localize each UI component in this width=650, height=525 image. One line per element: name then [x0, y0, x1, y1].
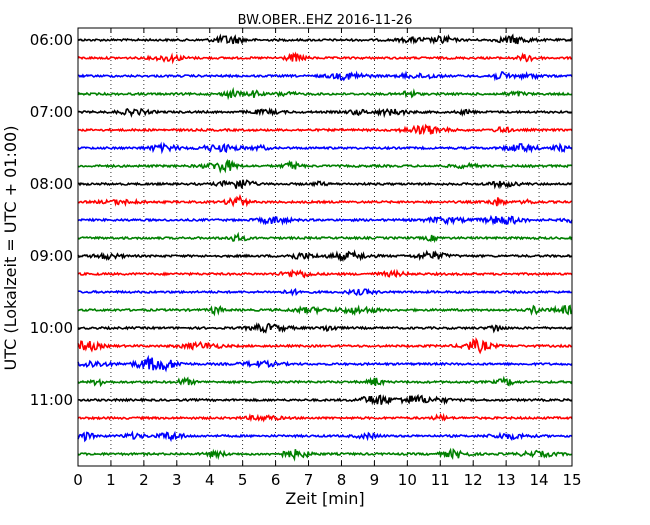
trace-line — [77, 249, 573, 263]
trace-line — [77, 123, 573, 136]
trace-line — [77, 231, 573, 244]
x-tick-label: 6 — [271, 471, 281, 489]
trace-line — [77, 158, 573, 174]
trace-line — [77, 268, 573, 279]
chart-title: BW.OBER..EHZ 2016-11-26 — [238, 13, 413, 28]
x-tick-label: 0 — [73, 471, 83, 489]
trace-line — [77, 193, 573, 208]
y-tick-label: 10:00 — [30, 319, 73, 337]
trace-line — [77, 430, 573, 443]
y-axis: 06:00 07:00 08:00 09:00 10:00 11:00 — [30, 31, 572, 409]
x-tick-label: 5 — [238, 471, 248, 489]
x-axis: 0 1 2 3 4 5 6 7 8 9 10 11 12 13 14 15 — [73, 28, 582, 489]
x-tick-label: 8 — [337, 471, 347, 489]
trace-line — [77, 70, 573, 82]
y-axis-label: UTC (Lokalzeit = UTC + 01:00) — [1, 126, 20, 371]
y-tick-label: 09:00 — [30, 247, 73, 265]
trace-line — [77, 287, 573, 297]
trace-line — [77, 33, 573, 45]
y-tick-label: 08:00 — [30, 175, 73, 193]
x-axis-label: Zeit [min] — [285, 489, 364, 508]
x-tick-label: 9 — [370, 471, 380, 489]
x-tick-label: 14 — [530, 471, 549, 489]
trace-line — [77, 412, 573, 423]
x-tick-label: 3 — [172, 471, 182, 489]
trace-line — [77, 322, 573, 334]
trace-line — [77, 393, 573, 406]
plot-frame — [77, 27, 573, 467]
x-tick-label: 11 — [431, 471, 450, 489]
trace-line — [77, 214, 573, 226]
trace-line — [77, 141, 573, 155]
y-tick-label: 11:00 — [30, 391, 73, 409]
trace-line — [77, 86, 573, 101]
trace-line — [77, 107, 573, 119]
y-tick-label: 07:00 — [30, 103, 73, 121]
x-tick-label: 15 — [562, 471, 581, 489]
trace-line — [77, 375, 573, 388]
x-tick-label: 1 — [106, 471, 116, 489]
trace-line — [77, 354, 573, 373]
x-tick-label: 7 — [304, 471, 314, 489]
y-tick-label: 06:00 — [30, 31, 73, 49]
x-tick-label: 4 — [205, 471, 215, 489]
x-tick-label: 2 — [139, 471, 149, 489]
x-tick-label: 10 — [398, 471, 417, 489]
trace-group — [77, 33, 573, 462]
trace-line — [77, 447, 573, 462]
trace-line — [77, 51, 573, 65]
x-tick-label: 13 — [497, 471, 516, 489]
x-tick-label: 12 — [464, 471, 483, 489]
trace-line — [77, 179, 573, 190]
trace-line — [77, 337, 573, 355]
trace-line — [77, 304, 573, 317]
